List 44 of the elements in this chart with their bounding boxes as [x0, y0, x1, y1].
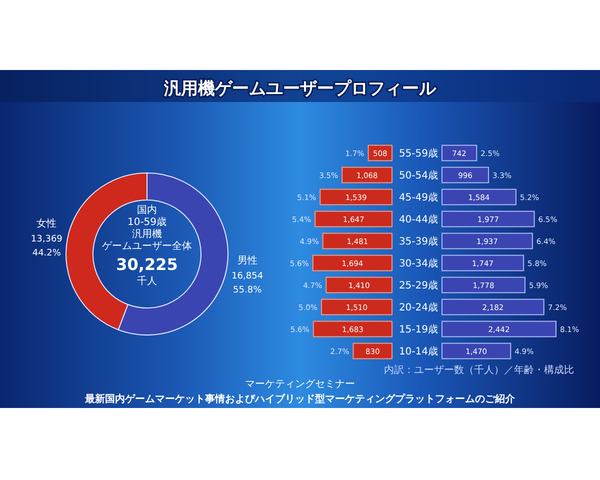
text: ゲームユーザー全体 — [102, 240, 192, 252]
bar — [320, 188, 392, 206]
data-label: 13,369 — [30, 234, 63, 245]
text: 国内 — [137, 204, 157, 216]
text: 最新国内ゲームマーケット事情およびハイブリッド型マーケティングプラットフォームのご紹介 — [84, 393, 516, 405]
y-tick-label: 15-19歳 — [398, 324, 438, 336]
slice-label: 女性 — [36, 218, 57, 230]
bar — [442, 342, 512, 360]
bar — [342, 166, 392, 184]
text: マーケティングセミナー — [245, 379, 355, 390]
y-tick-label: 40-44歳 — [398, 214, 438, 226]
bar — [312, 254, 392, 272]
text: 30,225 — [116, 255, 178, 274]
text: 千人 — [137, 275, 157, 287]
bar — [442, 298, 544, 316]
y-tick-label: 25-29歳 — [398, 280, 438, 292]
bar — [442, 188, 516, 206]
text: 汎用機 — [132, 228, 162, 240]
y-tick-label: 50-54歳 — [398, 170, 438, 182]
y-tick-label: 30-34歳 — [398, 258, 438, 270]
slice-label: 男性 — [237, 254, 258, 266]
bar — [442, 254, 524, 272]
bar — [442, 232, 533, 250]
y-tick-label: 10-14歳 — [398, 346, 438, 358]
bar — [442, 210, 535, 228]
y-tick-label: 55-59歳 — [398, 148, 438, 160]
y-tick-label: 35-39歳 — [398, 236, 438, 248]
text: 44.2% — [32, 248, 62, 259]
y-tick-label: 45-49歳 — [398, 192, 438, 204]
data-label: 16,854 — [232, 271, 264, 282]
text: 10-59歳 — [127, 216, 167, 228]
bar — [442, 144, 478, 162]
text: 内訳：ユーザー数（千人）／年齢・構成比 — [384, 364, 574, 376]
bar — [442, 320, 556, 338]
bar — [442, 276, 526, 294]
bar — [322, 232, 392, 250]
bar — [321, 298, 392, 316]
text: 55.8% — [233, 285, 262, 296]
bar — [326, 276, 392, 294]
y-tick-label: 20-24歳 — [398, 302, 438, 314]
bar — [442, 166, 489, 184]
bar — [312, 320, 392, 338]
text: 汎用機ゲームユーザープロフィール — [163, 79, 437, 99]
bar — [314, 210, 392, 228]
